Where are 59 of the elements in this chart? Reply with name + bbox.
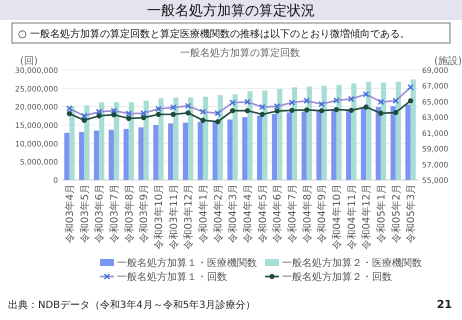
point [200,118,206,123]
point [215,119,220,124]
x-tick-label: 令和04年9月 [316,184,328,244]
x-tick-label: 令和03年5月 [78,184,91,244]
x-tick-label: 令和04年12月 [360,184,373,250]
x-tick-label: 令和03年9月 [138,184,150,244]
point [378,110,384,116]
point [363,104,369,110]
chart-title: 一般名処方加算の算定状況 [147,3,315,19]
text: 一般名処方加算の算定回数 [180,47,300,59]
text: 21 [436,298,452,311]
y2-axis-title: (施設) [434,55,462,67]
point [111,112,117,118]
point [140,115,146,120]
point [304,107,310,113]
point [274,108,280,114]
legend-label: 一般名処方加算１・回数 [117,271,227,283]
x-tick-label: 令和05年1月 [375,184,388,244]
x-tick-label: 令和04年3月 [227,184,240,244]
point [126,116,132,121]
point [156,112,162,117]
legend-label: 一般名処方加算２・回数 [282,271,392,283]
x-tick-label: 令和03年12月 [182,184,195,250]
x-tick-label: 令和03年4月 [64,184,76,244]
x-tick-label: 令和04年7月 [286,184,298,244]
x-tick-label: 令和04年6月 [272,184,284,244]
x-tick-label: 令和04年1月 [197,184,210,244]
legend-label: 一般名処方加算２・医療機関数 [282,257,422,269]
point [334,107,340,112]
x-tick-label: 令和03年11月 [168,184,180,250]
point [66,111,72,116]
x-tick-label: 令和05年3月 [405,184,418,244]
point [348,108,354,113]
x-tick-label: 令和03年7月 [108,184,120,244]
source-note: 出典：NDBデータ（令和3年4月～令和5年3月診療分） [8,299,256,311]
point [289,108,295,113]
x-tick-label: 令和03年6月 [94,184,106,244]
point [170,112,176,117]
point [408,98,414,104]
point [96,113,102,118]
x-tick-label: 令和04年4月 [242,184,254,244]
x-tick-label: 令和04年5月 [256,184,269,244]
point [82,118,87,123]
point [393,110,398,116]
y-axis-title: (回) [20,56,38,67]
x-tick-label: 令和04年11月 [346,184,358,250]
x-tick-label: 令和05年2月 [390,184,402,244]
point [185,110,191,116]
x-tick-label: 令和04年2月 [212,184,224,244]
point [260,112,265,117]
chart-subtitle: ○ 一般名処方加算の算定回数と算定医療機関数の推移は以下のとおり微増傾向である。 [18,28,410,40]
legend-label: 一般名処方加算１・医療機関数 [117,257,257,269]
point [244,108,250,114]
point [230,108,236,114]
x-tick-label: 令和04年10月 [330,184,343,250]
x-tick-label: 令和03年10月 [152,184,165,250]
point [318,108,324,114]
x-tick-label: 令和04年8月 [301,184,314,244]
x-tick-label: 令和03年8月 [123,184,136,244]
